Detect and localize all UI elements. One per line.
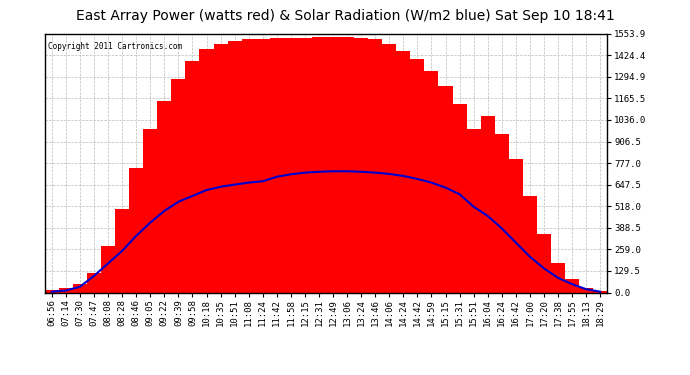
Bar <box>87 273 101 292</box>
Bar <box>579 288 593 292</box>
Bar <box>565 279 579 292</box>
Bar <box>129 168 144 292</box>
Bar <box>115 209 129 292</box>
Bar <box>382 44 396 292</box>
Bar <box>537 234 551 292</box>
Bar <box>241 39 256 292</box>
Text: Copyright 2011 Cartronics.com: Copyright 2011 Cartronics.com <box>48 42 181 51</box>
Bar <box>59 288 73 292</box>
Bar <box>144 129 157 292</box>
Bar <box>312 37 326 292</box>
Bar <box>101 246 115 292</box>
Bar <box>228 41 242 292</box>
Bar <box>270 38 284 292</box>
Bar <box>171 80 186 292</box>
Bar <box>186 61 199 292</box>
Bar <box>551 262 565 292</box>
Bar <box>199 50 214 292</box>
Bar <box>256 39 270 292</box>
Bar <box>396 51 411 292</box>
Bar <box>354 38 368 292</box>
Bar <box>495 134 509 292</box>
Bar <box>298 38 312 292</box>
Bar <box>368 39 382 292</box>
Bar <box>509 159 523 292</box>
Bar <box>411 59 424 292</box>
Bar <box>466 129 481 292</box>
Bar <box>523 196 537 292</box>
Bar <box>453 104 466 292</box>
Bar <box>424 71 438 292</box>
Text: East Array Power (watts red) & Solar Radiation (W/m2 blue) Sat Sep 10 18:41: East Array Power (watts red) & Solar Rad… <box>76 9 614 23</box>
Bar <box>481 116 495 292</box>
Bar <box>45 290 59 292</box>
Bar <box>340 37 354 292</box>
Bar <box>593 291 607 292</box>
Bar <box>214 44 228 292</box>
Bar <box>73 284 87 292</box>
Bar <box>157 101 171 292</box>
Bar <box>284 38 298 292</box>
Bar <box>326 37 340 292</box>
Bar <box>439 86 453 292</box>
